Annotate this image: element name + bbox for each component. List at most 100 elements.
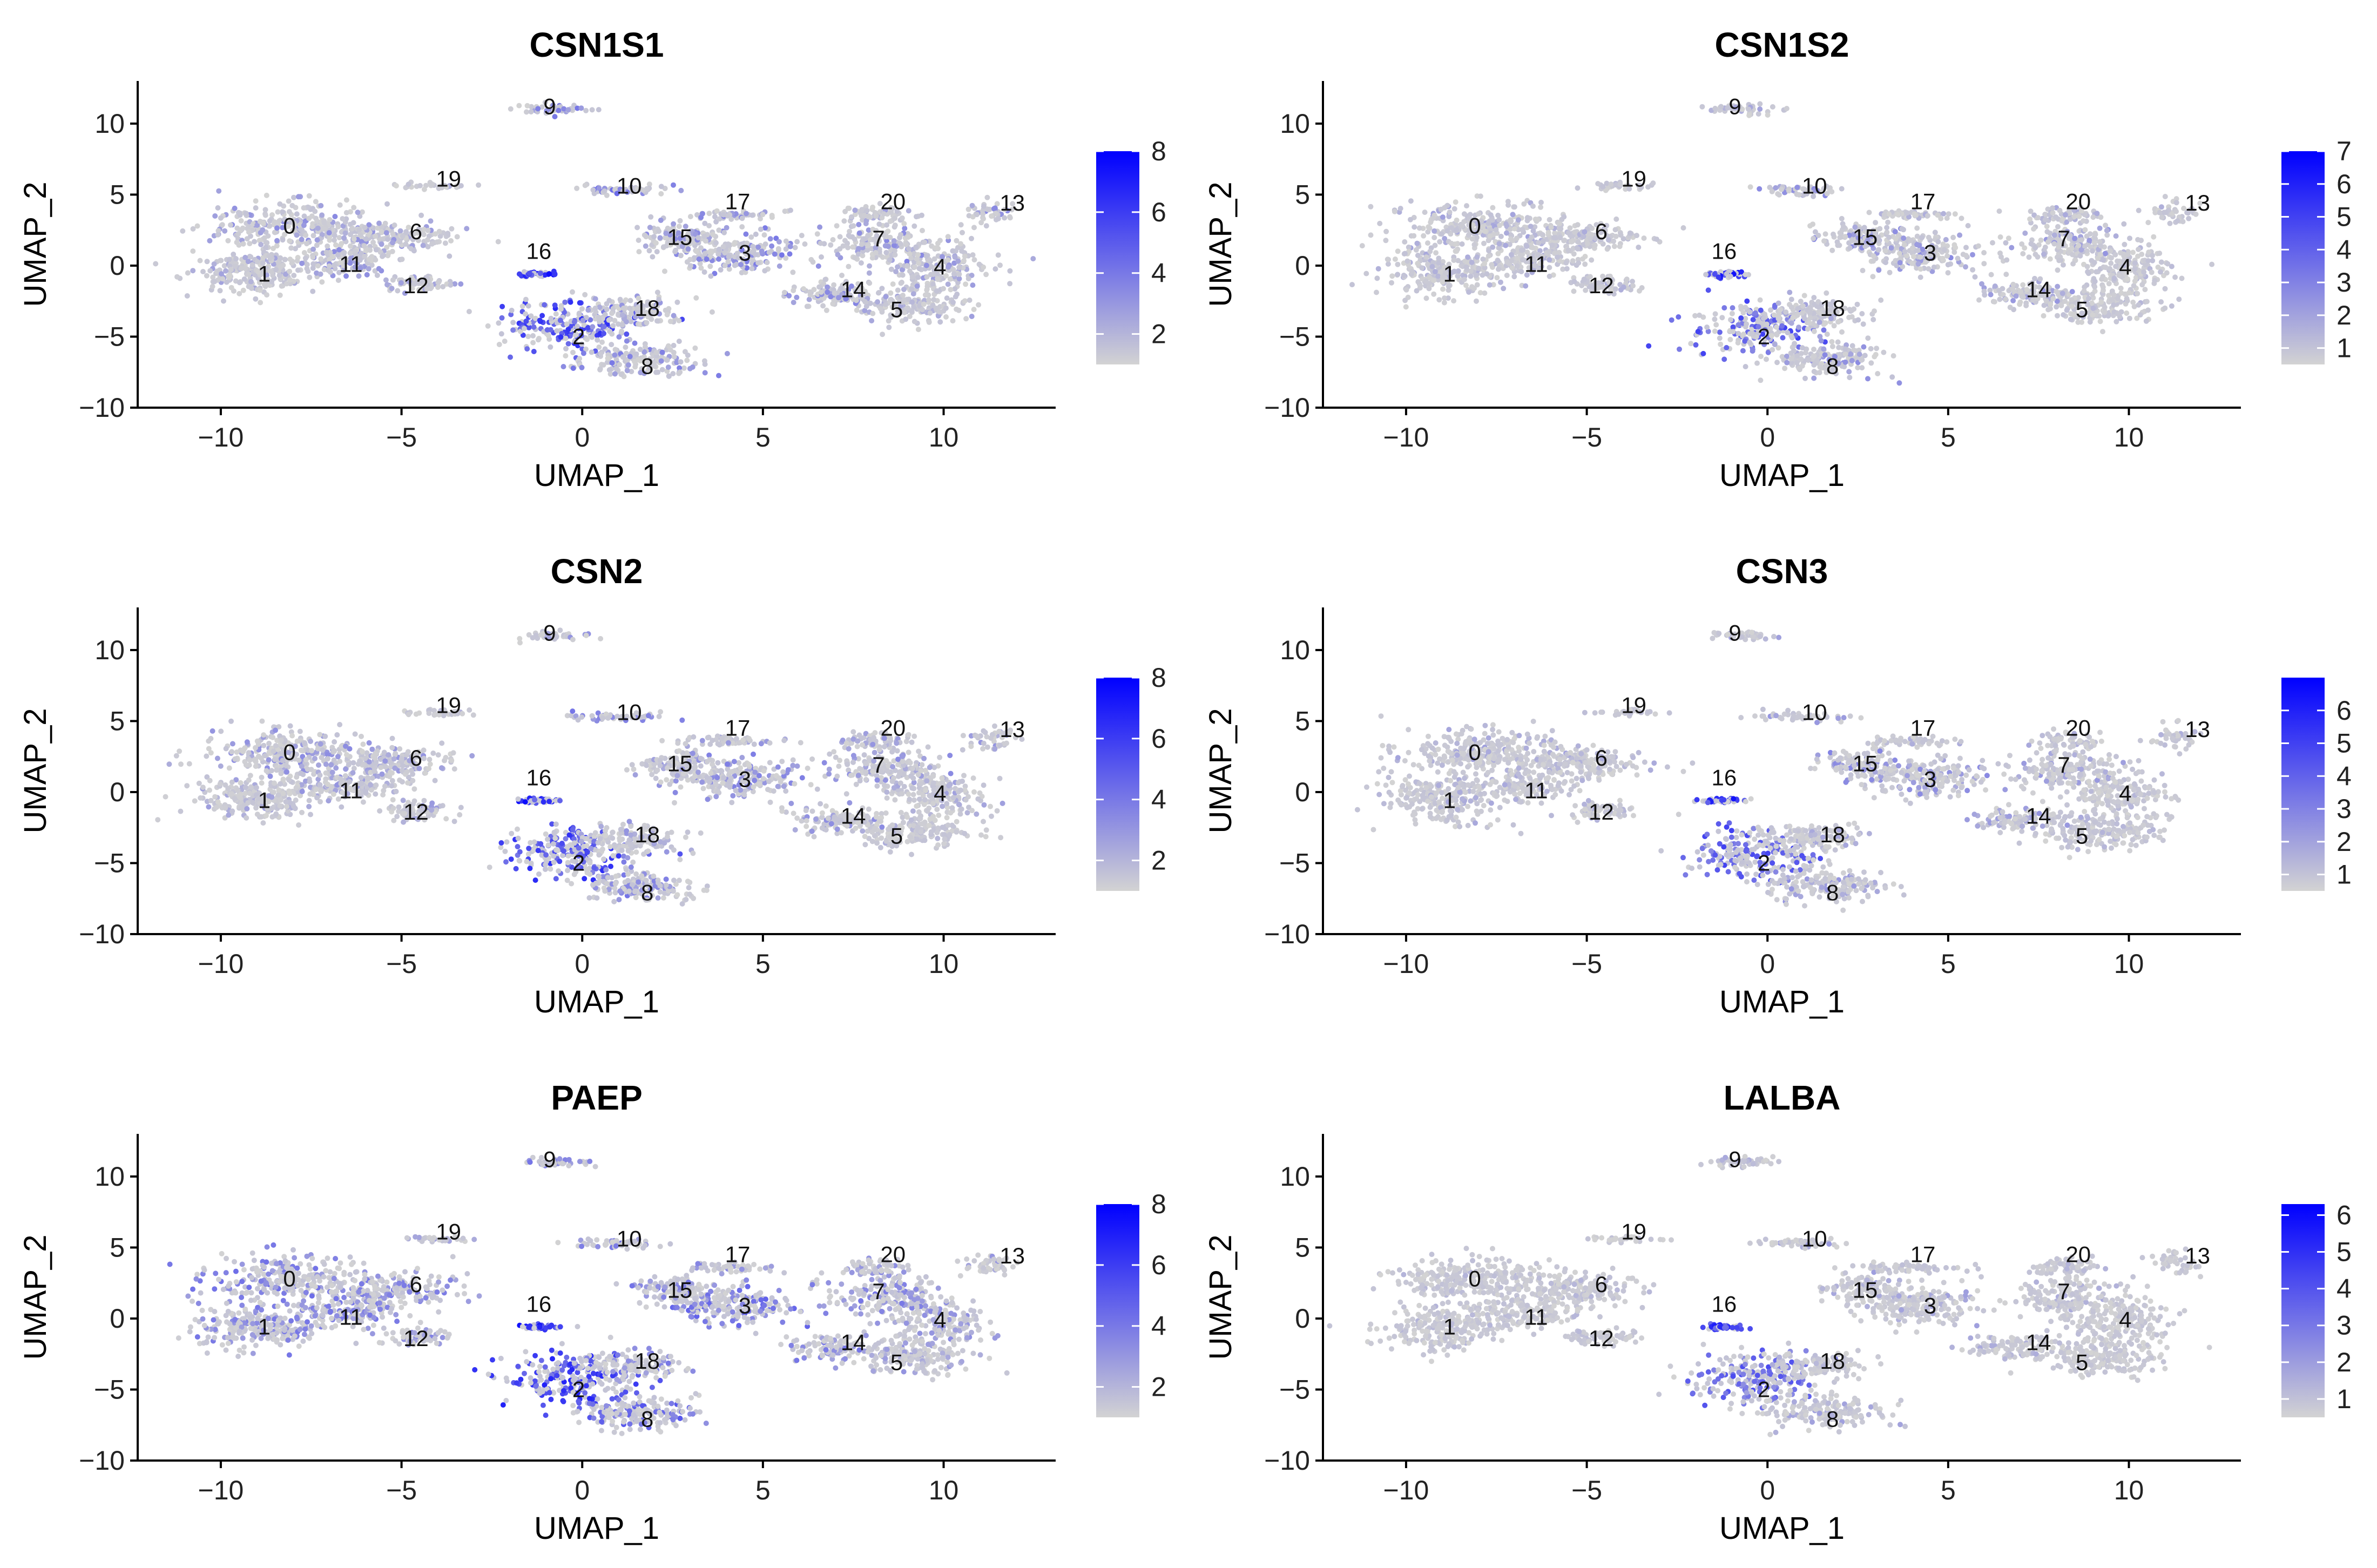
data-point bbox=[1802, 375, 1808, 381]
data-point bbox=[520, 332, 526, 338]
data-point bbox=[1758, 307, 1764, 313]
data-point bbox=[641, 232, 647, 238]
data-point bbox=[823, 307, 829, 313]
data-point bbox=[1485, 220, 1491, 226]
data-point bbox=[801, 286, 807, 292]
data-point bbox=[1721, 305, 1727, 311]
data-point bbox=[898, 232, 903, 238]
data-point bbox=[2064, 307, 2070, 313]
data-point bbox=[384, 282, 390, 288]
data-point bbox=[1735, 340, 1741, 346]
data-point bbox=[403, 241, 409, 247]
x-axis-label: UMAP_1 bbox=[534, 458, 659, 493]
data-point bbox=[318, 202, 324, 208]
data-point bbox=[2062, 299, 2068, 304]
data-point bbox=[1630, 283, 1636, 289]
data-point bbox=[309, 224, 315, 229]
data-point bbox=[1746, 112, 1752, 118]
data-point bbox=[963, 281, 969, 287]
data-point bbox=[1770, 104, 1775, 110]
data-point bbox=[1998, 254, 2004, 260]
data-point bbox=[1521, 201, 1527, 207]
data-point bbox=[271, 246, 276, 251]
data-point bbox=[223, 268, 228, 274]
data-point bbox=[1988, 292, 1994, 298]
data-point bbox=[2097, 319, 2103, 325]
data-point bbox=[1423, 254, 1429, 260]
data-point bbox=[2179, 275, 2185, 281]
data-point bbox=[400, 233, 406, 239]
data-point bbox=[304, 241, 309, 247]
data-point bbox=[1870, 253, 1876, 259]
data-point bbox=[623, 350, 629, 356]
data-point bbox=[406, 181, 411, 187]
data-point bbox=[1859, 357, 1865, 363]
data-point bbox=[1463, 282, 1469, 288]
data-point bbox=[627, 306, 633, 311]
data-point bbox=[525, 334, 531, 340]
data-point bbox=[658, 191, 664, 197]
data-point bbox=[628, 310, 634, 316]
data-point bbox=[643, 344, 648, 350]
data-point bbox=[2082, 243, 2088, 249]
data-point bbox=[1439, 231, 1444, 237]
data-point bbox=[357, 232, 363, 238]
data-point bbox=[709, 309, 715, 315]
data-point bbox=[530, 340, 536, 346]
data-point bbox=[1453, 248, 1458, 254]
data-point bbox=[947, 276, 953, 282]
data-point bbox=[1449, 240, 1454, 246]
data-point bbox=[787, 244, 793, 249]
cluster-label: 12 bbox=[403, 273, 429, 298]
data-point bbox=[791, 300, 796, 306]
data-point bbox=[1811, 362, 1817, 368]
data-point bbox=[712, 271, 718, 276]
data-point bbox=[381, 252, 387, 258]
data-point bbox=[944, 295, 950, 301]
data-point bbox=[806, 296, 812, 302]
cluster-label: 20 bbox=[880, 189, 906, 214]
data-point bbox=[526, 271, 532, 276]
data-point bbox=[939, 268, 945, 273]
data-point bbox=[854, 307, 860, 313]
data-point bbox=[609, 342, 614, 348]
data-point bbox=[2085, 271, 2091, 276]
data-point bbox=[907, 251, 913, 257]
data-point bbox=[1565, 247, 1571, 253]
data-point bbox=[1782, 366, 1788, 371]
data-point bbox=[903, 316, 909, 322]
data-point bbox=[1842, 351, 1848, 357]
data-point bbox=[1575, 246, 1581, 252]
data-point bbox=[1476, 266, 1482, 271]
data-point bbox=[2069, 297, 2075, 303]
data-point bbox=[1459, 223, 1465, 229]
data-point bbox=[971, 225, 977, 231]
data-point bbox=[961, 258, 967, 263]
data-point bbox=[831, 282, 837, 288]
data-point bbox=[1530, 203, 1536, 209]
data-point bbox=[1488, 212, 1494, 218]
data-point bbox=[920, 228, 925, 233]
data-point bbox=[1888, 245, 1894, 251]
data-point bbox=[755, 244, 761, 250]
data-point bbox=[578, 105, 584, 111]
data-point bbox=[792, 245, 798, 251]
data-point bbox=[1996, 288, 2002, 294]
data-point bbox=[701, 269, 707, 275]
data-point bbox=[867, 263, 873, 269]
data-point bbox=[2150, 253, 2155, 259]
data-point bbox=[1712, 316, 1718, 322]
data-point bbox=[1842, 346, 1848, 352]
data-point bbox=[658, 358, 664, 364]
data-point bbox=[1442, 205, 1447, 211]
data-point bbox=[1955, 255, 1961, 261]
data-point bbox=[1749, 331, 1755, 336]
data-point bbox=[1414, 288, 1420, 294]
data-point bbox=[445, 231, 451, 236]
data-point bbox=[577, 300, 583, 306]
data-point bbox=[1571, 288, 1577, 294]
data-point bbox=[2139, 252, 2145, 257]
data-point bbox=[2042, 244, 2048, 250]
data-point bbox=[969, 202, 975, 208]
data-point bbox=[582, 292, 588, 298]
